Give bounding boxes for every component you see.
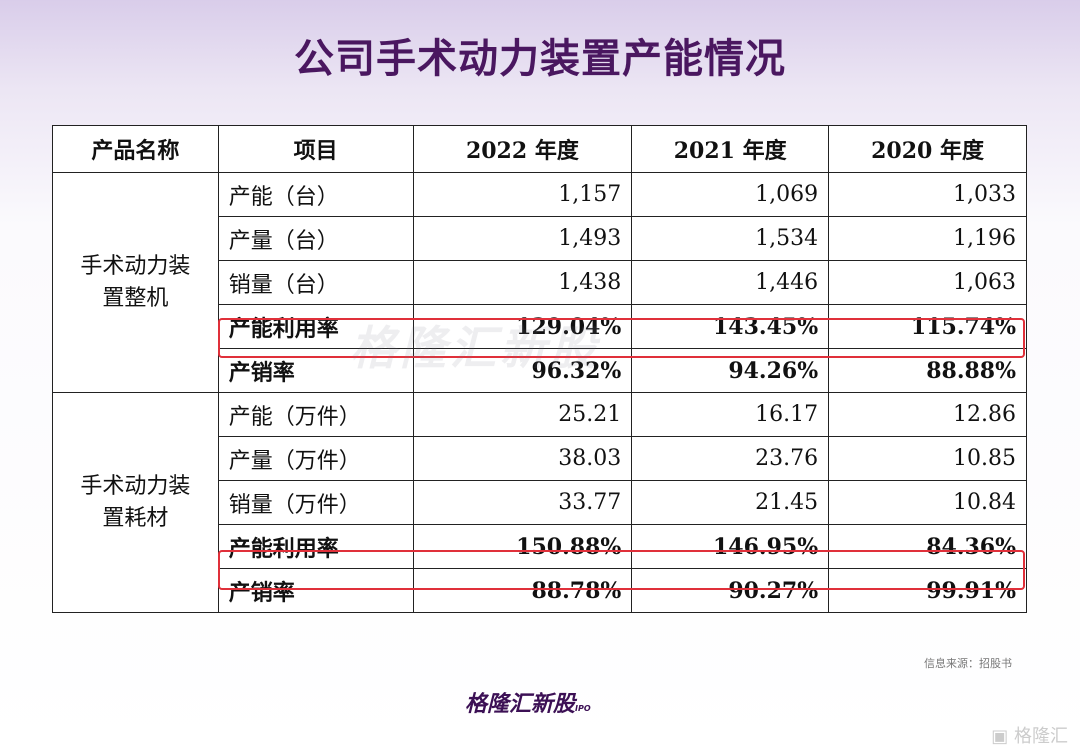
value-cell: 115.74%: [828, 304, 1027, 349]
value-cell: 10.84: [828, 480, 1027, 525]
item-label: 产能利用率: [217, 524, 414, 569]
source-note: 信息来源：招股书: [924, 657, 1012, 670]
product-name: 手术动力装置整机: [52, 172, 219, 393]
table-header-row: 产品名称 项目 2022 年度 2021 年度 2020 年度: [52, 125, 1027, 173]
highlight-box-2: [218, 550, 1025, 590]
value-cell: 84.36%: [828, 524, 1027, 569]
value-cell: 94.26%: [631, 348, 830, 393]
corner-logo: ▣ 格隆汇: [991, 726, 1068, 747]
header-item: 项目: [217, 125, 414, 173]
item-label: 销量（台）: [217, 260, 414, 305]
value-cell: 150.88%: [412, 524, 633, 569]
item-label: 产能（台）: [217, 172, 414, 217]
brand-sub: IPO: [575, 704, 591, 713]
item-label: 产量（万件）: [217, 436, 414, 481]
value-cell: 1,534: [631, 216, 830, 261]
item-label: 产销率: [217, 568, 414, 613]
value-cell: 16.17: [631, 392, 830, 437]
table-row: 产销率 96.32% 94.26% 88.88%: [53, 348, 1027, 393]
table-row: 产量（万件） 38.03 23.76 10.85: [53, 436, 1027, 481]
watermark: 格隆汇新股: [350, 321, 600, 375]
value-cell: 33.77: [412, 480, 633, 525]
brand-logo: 格隆汇新股IPO: [465, 686, 591, 718]
value-cell: 99.91%: [828, 568, 1027, 613]
brand-text: 格隆汇新股: [465, 692, 576, 717]
value-cell: 1,157: [412, 172, 633, 217]
product-name: 手术动力装置耗材: [52, 392, 219, 613]
value-cell: 23.76: [631, 436, 830, 481]
item-label: 销量（万件）: [217, 480, 414, 525]
header-2021: 2021 年度: [631, 125, 830, 173]
table-row: 销量（万件） 33.77 21.45 10.84: [53, 480, 1027, 525]
value-cell: 1,446: [631, 260, 830, 305]
value-cell: 10.85: [828, 436, 1027, 481]
table-row: 手术动力装置整机 产能（台） 1,157 1,069 1,033: [52, 172, 1027, 393]
item-label: 产能（万件）: [217, 392, 414, 437]
value-cell: 143.45%: [631, 304, 830, 349]
header-product: 产品名称: [52, 125, 219, 173]
value-cell: 1,493: [412, 216, 633, 261]
value-cell: 12.86: [828, 392, 1027, 437]
value-cell: 1,438: [412, 260, 633, 305]
value-cell: 21.45: [631, 480, 830, 525]
value-cell: 1,196: [828, 216, 1027, 261]
table-row: 产销率 88.78% 90.27% 99.91%: [53, 568, 1027, 613]
header-2022: 2022 年度: [412, 125, 633, 173]
value-cell: 88.78%: [412, 568, 633, 613]
value-cell: 38.03: [412, 436, 633, 481]
value-cell: 129.04%: [412, 304, 633, 349]
value-cell: 1,069: [631, 172, 830, 217]
highlight-box-1: [218, 318, 1025, 358]
value-cell: 1,063: [828, 260, 1027, 305]
corner-logo-text: 格隆汇: [1014, 726, 1068, 747]
item-label: 产量（台）: [217, 216, 414, 261]
value-cell: 90.27%: [631, 568, 830, 613]
value-cell: 1,033: [828, 172, 1027, 217]
page-title: 公司手术动力装置产能情况: [294, 36, 786, 82]
value-cell: 25.21: [412, 392, 633, 437]
header-2020: 2020 年度: [828, 125, 1027, 173]
table-row: 手术动力装置耗材 产能（万件） 25.21 16.17 12.86: [52, 392, 1027, 613]
table-row: 销量（台） 1,438 1,446 1,063: [53, 260, 1027, 305]
capacity-table: 产品名称 项目 2022 年度 2021 年度 2020 年度 手术动力装置整机…: [52, 125, 1027, 613]
